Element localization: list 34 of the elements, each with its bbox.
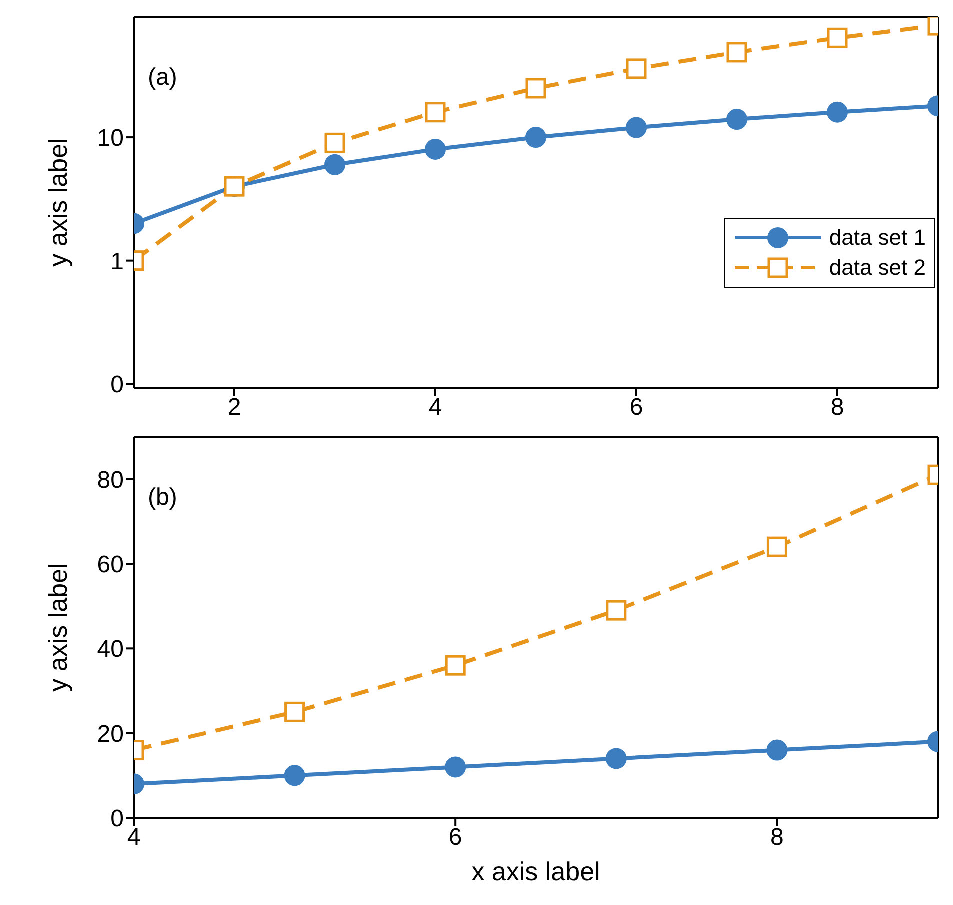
y-axis-title: y axis label [43, 138, 74, 267]
y-tick-label: 80 [97, 466, 124, 494]
y-tick-label: 0 [110, 372, 124, 399]
x-tick-label: 6 [630, 394, 644, 422]
point [324, 132, 346, 154]
legend-label: data set 1 [829, 225, 926, 251]
y-tick-label: 1 [110, 248, 124, 276]
y-tick-label: 60 [97, 552, 124, 579]
x-tick-label: 4 [127, 824, 141, 852]
y-axis-title: y axis label [43, 563, 74, 692]
x-tick-label: 4 [428, 394, 442, 422]
x-axis-title: x axis label [472, 856, 600, 886]
point [445, 756, 466, 778]
annotation: (a) [148, 64, 178, 92]
x-tick-label: 8 [770, 824, 784, 852]
point [626, 58, 647, 80]
y-tick-label: 0 [110, 806, 124, 833]
point [425, 102, 446, 123]
point [526, 127, 546, 148]
point [425, 138, 446, 160]
x-tick-label: 2 [228, 394, 242, 422]
x-tick-label: 8 [830, 394, 844, 422]
point [606, 748, 627, 770]
point [626, 117, 647, 138]
y-tick-label: 10 [97, 125, 124, 152]
y-tick-label: 40 [97, 636, 124, 664]
point [324, 154, 346, 176]
point [726, 42, 748, 63]
x-tick-label: 6 [448, 824, 462, 852]
legend-label: data set 2 [829, 255, 926, 281]
annotation: (b) [148, 484, 178, 512]
point [726, 109, 748, 130]
y-tick-label: 20 [97, 720, 124, 748]
point [827, 102, 848, 123]
